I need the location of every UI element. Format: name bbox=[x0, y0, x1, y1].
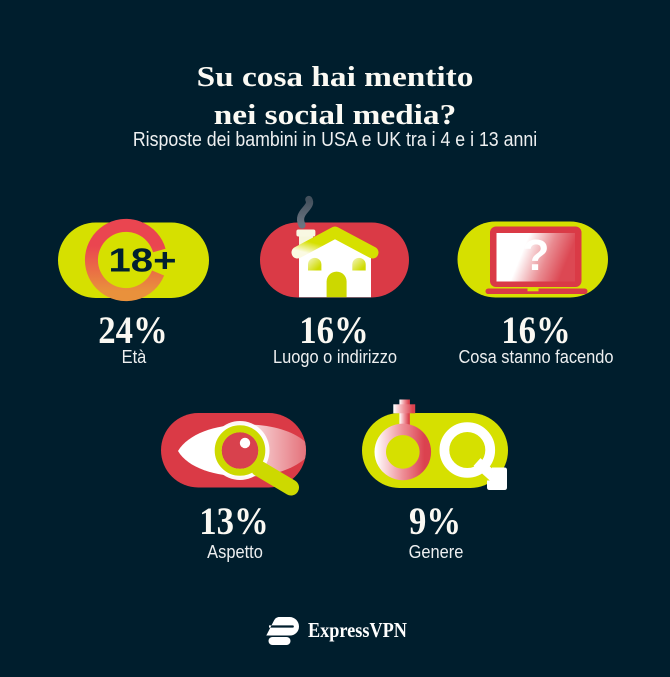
svg-text:?: ? bbox=[523, 231, 550, 280]
svg-text:18+: 18+ bbox=[109, 242, 177, 279]
